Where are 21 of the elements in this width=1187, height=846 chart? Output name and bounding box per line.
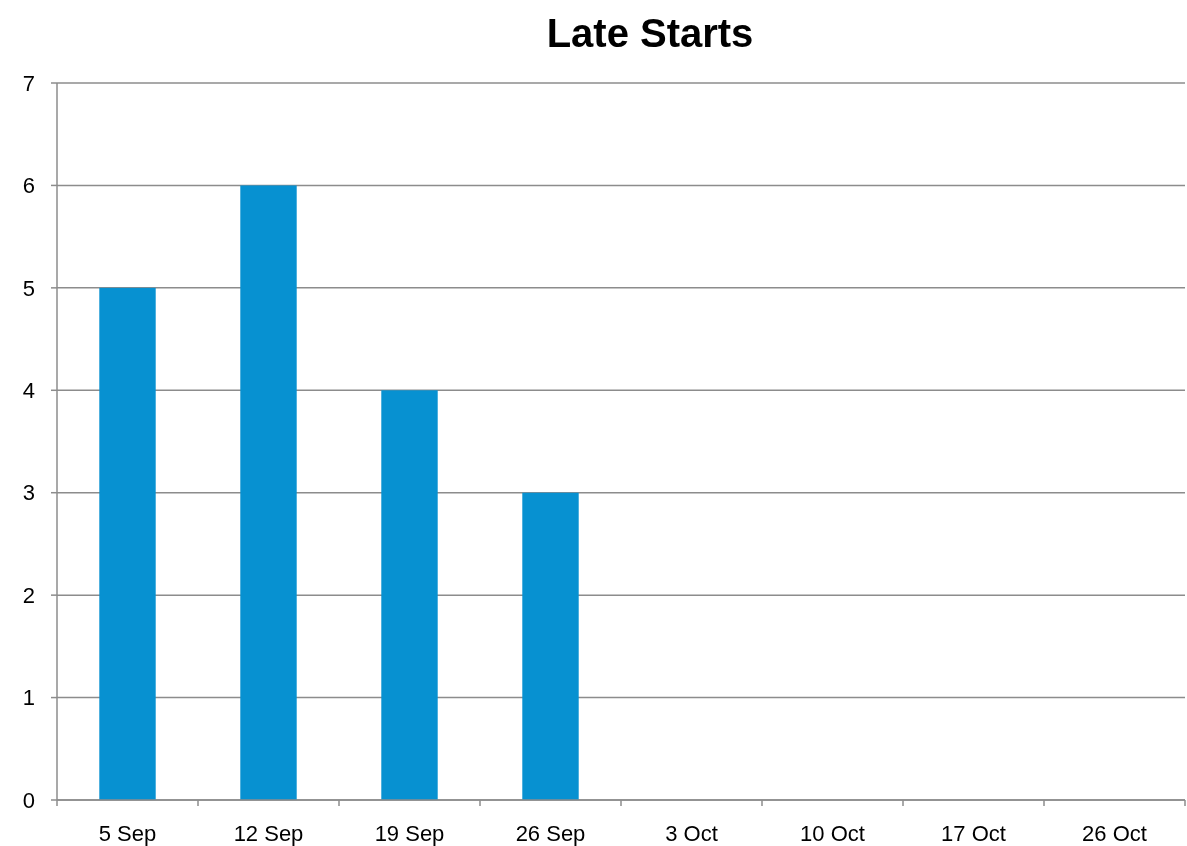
bar xyxy=(99,287,156,800)
bar xyxy=(522,492,579,800)
y-tick-label: 6 xyxy=(22,173,35,199)
x-tick-label: 3 Oct xyxy=(665,821,718,846)
x-tick-label: 19 Sep xyxy=(374,821,445,846)
x-tick-label: 26 Sep xyxy=(515,821,586,846)
y-tick-label: 7 xyxy=(22,70,35,96)
y-tick-label: 4 xyxy=(22,377,35,403)
x-tick-label: 10 Oct xyxy=(800,821,865,846)
y-tick-label: 0 xyxy=(22,787,35,813)
bar xyxy=(240,185,297,800)
x-tick-label: 26 Oct xyxy=(1082,821,1147,846)
x-tick-label: 12 Sep xyxy=(233,821,304,846)
y-tick-label: 2 xyxy=(22,582,35,608)
x-tick-label: 5 Sep xyxy=(98,821,157,846)
y-tick-label: 3 xyxy=(22,480,35,506)
y-tick-label: 1 xyxy=(22,685,35,711)
bar xyxy=(381,390,438,800)
chart-title: Late Starts xyxy=(546,11,754,55)
x-tick-label: 17 Oct xyxy=(941,821,1006,846)
y-tick-label: 5 xyxy=(22,275,35,301)
